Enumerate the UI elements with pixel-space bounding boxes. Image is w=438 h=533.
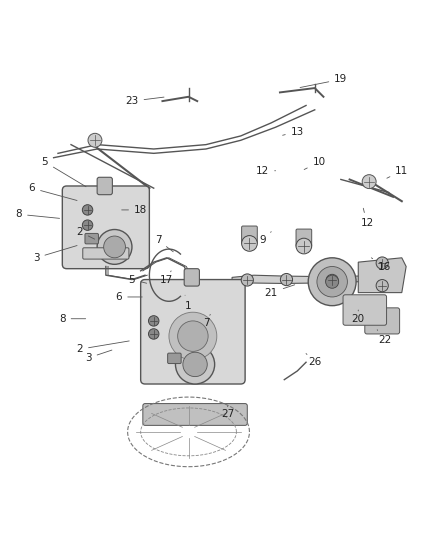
FancyBboxPatch shape	[365, 308, 399, 334]
FancyBboxPatch shape	[184, 269, 199, 286]
FancyBboxPatch shape	[85, 233, 99, 244]
FancyBboxPatch shape	[168, 353, 181, 364]
FancyBboxPatch shape	[143, 403, 247, 425]
Text: 26: 26	[306, 353, 321, 367]
Text: 3: 3	[85, 350, 112, 363]
Circle shape	[296, 238, 312, 254]
Text: 23: 23	[125, 96, 164, 106]
Text: 11: 11	[387, 166, 408, 178]
Text: 22: 22	[377, 330, 391, 345]
Circle shape	[104, 236, 125, 258]
Text: 7: 7	[155, 236, 173, 252]
Text: 5: 5	[129, 274, 147, 285]
Text: 13: 13	[283, 126, 304, 136]
Circle shape	[82, 205, 93, 215]
Text: 7: 7	[203, 314, 210, 328]
Circle shape	[148, 316, 159, 326]
Circle shape	[242, 236, 257, 251]
Circle shape	[97, 230, 132, 264]
Circle shape	[169, 312, 217, 360]
Circle shape	[280, 273, 293, 286]
FancyBboxPatch shape	[83, 248, 129, 259]
Text: 8: 8	[59, 314, 86, 324]
Text: 9: 9	[259, 232, 271, 245]
Circle shape	[82, 220, 93, 230]
Text: 2: 2	[76, 227, 95, 239]
Circle shape	[362, 175, 376, 189]
FancyBboxPatch shape	[141, 279, 245, 384]
FancyBboxPatch shape	[62, 186, 149, 269]
Polygon shape	[232, 274, 380, 284]
Text: 19: 19	[300, 75, 347, 87]
Text: 8: 8	[15, 209, 60, 219]
Text: 20: 20	[352, 310, 365, 324]
FancyBboxPatch shape	[242, 226, 257, 244]
Circle shape	[241, 274, 253, 286]
Circle shape	[376, 257, 389, 269]
Circle shape	[317, 266, 347, 297]
Text: 12: 12	[360, 208, 374, 228]
FancyBboxPatch shape	[343, 295, 387, 325]
Circle shape	[176, 345, 215, 384]
Text: 6: 6	[116, 292, 142, 302]
Text: 3: 3	[33, 246, 77, 263]
Text: 10: 10	[304, 157, 326, 169]
Text: 2: 2	[76, 341, 129, 354]
Text: 17: 17	[160, 271, 173, 285]
Circle shape	[308, 258, 356, 305]
Circle shape	[148, 329, 159, 339]
Text: 16: 16	[371, 258, 391, 271]
Polygon shape	[358, 258, 406, 293]
Text: 27: 27	[221, 406, 234, 419]
FancyBboxPatch shape	[97, 177, 113, 195]
FancyBboxPatch shape	[296, 229, 312, 247]
Text: 21: 21	[265, 285, 295, 297]
Text: 12: 12	[256, 166, 276, 176]
Circle shape	[178, 321, 208, 351]
Circle shape	[183, 352, 207, 377]
Text: 1: 1	[185, 295, 192, 311]
Text: 18: 18	[122, 205, 147, 215]
Circle shape	[376, 279, 389, 292]
Circle shape	[325, 275, 339, 288]
Text: 6: 6	[28, 183, 77, 200]
Text: 5: 5	[42, 157, 86, 187]
Circle shape	[326, 274, 338, 287]
Circle shape	[88, 133, 102, 147]
